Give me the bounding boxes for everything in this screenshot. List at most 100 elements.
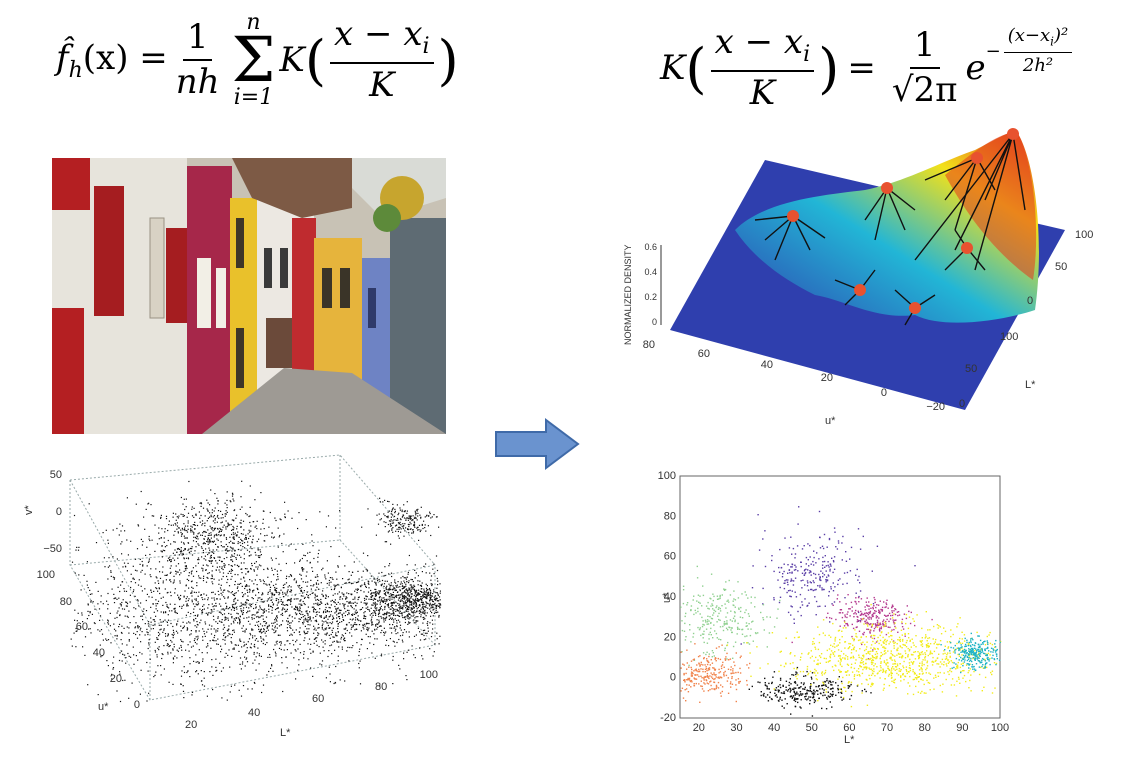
scatter-point	[717, 676, 719, 679]
scatter3d-point	[192, 531, 194, 533]
scatter3d-point	[405, 592, 407, 594]
scatter3d-point	[234, 684, 236, 686]
scatter3d-point	[222, 526, 224, 528]
scatter3d-point	[323, 621, 325, 623]
scatter3d-point	[366, 596, 368, 598]
scatter3d-point	[197, 533, 199, 535]
scatter3d-point	[355, 609, 357, 611]
scatter3d-point	[193, 639, 195, 642]
scatter3d-point	[162, 604, 164, 606]
scatter3d-point	[412, 599, 414, 601]
scatter3d-point	[380, 625, 382, 627]
scatter3d-point	[173, 559, 176, 561]
scatter3d-point	[399, 521, 401, 523]
scatter3d-point	[408, 580, 410, 582]
scatter3d-point	[389, 627, 391, 629]
scatter3d-point	[267, 576, 269, 578]
scatter3d-point	[185, 498, 187, 500]
scatter3d-point	[275, 617, 277, 619]
scatter3d-point	[201, 612, 203, 614]
scatter3d-point	[253, 643, 256, 646]
scatter3d-point	[140, 615, 142, 617]
scatter3d-point	[74, 609, 76, 611]
scatter3d-point	[310, 667, 312, 669]
scatter-point	[883, 601, 885, 603]
scatter3d-point	[154, 550, 156, 552]
scatter3d-point	[293, 598, 295, 600]
scatter3d-point	[335, 634, 337, 636]
scatter3d-point	[407, 614, 409, 616]
scatter3d-point	[336, 620, 338, 623]
scatter3d-point	[116, 527, 118, 530]
scatter-point	[802, 579, 804, 581]
scatter3d-point	[213, 628, 215, 630]
scatter3d-point	[254, 635, 256, 637]
scatter3d-point	[419, 610, 421, 612]
scatter3d-point	[202, 605, 204, 607]
scatter3d-point	[408, 598, 410, 600]
scatter3d-point	[303, 602, 305, 605]
scatter-point	[741, 633, 744, 635]
scatter3d-point	[420, 517, 422, 519]
scatter3d-point	[207, 599, 209, 601]
scatter3d-point	[363, 617, 365, 619]
scatter3d-point	[158, 646, 160, 648]
scatter3d-point	[290, 633, 292, 635]
scatter3d-point	[379, 607, 381, 609]
scatter3d-point	[258, 538, 260, 540]
scatter3d-point	[87, 604, 89, 606]
scatter3d-point	[419, 514, 421, 516]
scatter3d-point	[187, 628, 189, 630]
scatter-point	[825, 581, 827, 583]
scatter3d-point	[222, 667, 224, 669]
scatter3d-point	[237, 583, 239, 585]
scatter3d-point	[307, 631, 309, 633]
scatter3d-point	[246, 657, 248, 659]
scatter3d-point	[196, 621, 198, 623]
scatter3d-point	[423, 616, 425, 618]
scatter3d-point	[385, 601, 387, 603]
scatter-point	[853, 616, 855, 618]
scatter3d-point	[284, 583, 286, 585]
scatter3d-point	[409, 584, 411, 586]
scatter3d-point	[119, 523, 121, 525]
scatter3d-point	[201, 547, 203, 549]
scatter-point	[710, 672, 712, 674]
scatter-point	[851, 635, 853, 638]
scatter3d-point	[209, 540, 211, 542]
scatter3d-point	[204, 543, 206, 545]
scatter3d-point	[299, 559, 301, 561]
scatter3d-point	[202, 549, 204, 552]
scatter-point	[846, 616, 848, 619]
scatter3d-point	[429, 513, 431, 515]
scatter3d-point	[422, 594, 424, 596]
scatter3d-point	[415, 591, 417, 593]
scatter3d-point	[155, 599, 157, 601]
scatter3d-point	[107, 542, 109, 544]
scatter3d-point	[370, 607, 372, 609]
scatter3d-point	[392, 520, 394, 522]
scatter3d-point	[165, 574, 168, 576]
scatter-point	[891, 610, 893, 612]
scatter3d-point	[343, 595, 345, 597]
scatter3d-point	[276, 627, 278, 629]
scatter3d-point	[253, 521, 255, 523]
scatter3d-point	[209, 560, 211, 562]
scatter3d-point	[420, 591, 423, 593]
scatter3d-point	[329, 577, 331, 579]
scatter3d-point	[328, 627, 330, 629]
scatter-point	[709, 631, 711, 634]
scatter-point	[828, 566, 830, 568]
scatter3d-point	[186, 530, 188, 532]
scatter3d-point	[137, 600, 139, 602]
scatter3d-point	[266, 642, 268, 644]
scatter3d-point	[223, 563, 225, 565]
scatter-point	[733, 611, 736, 613]
scatter3d-point	[385, 592, 387, 594]
scatter-point	[901, 618, 904, 621]
scatter-point	[860, 618, 862, 620]
scatter-point	[700, 675, 702, 677]
scatter3d-point	[408, 525, 410, 528]
scatter-point	[713, 624, 715, 626]
scatter3d-point	[222, 546, 224, 548]
